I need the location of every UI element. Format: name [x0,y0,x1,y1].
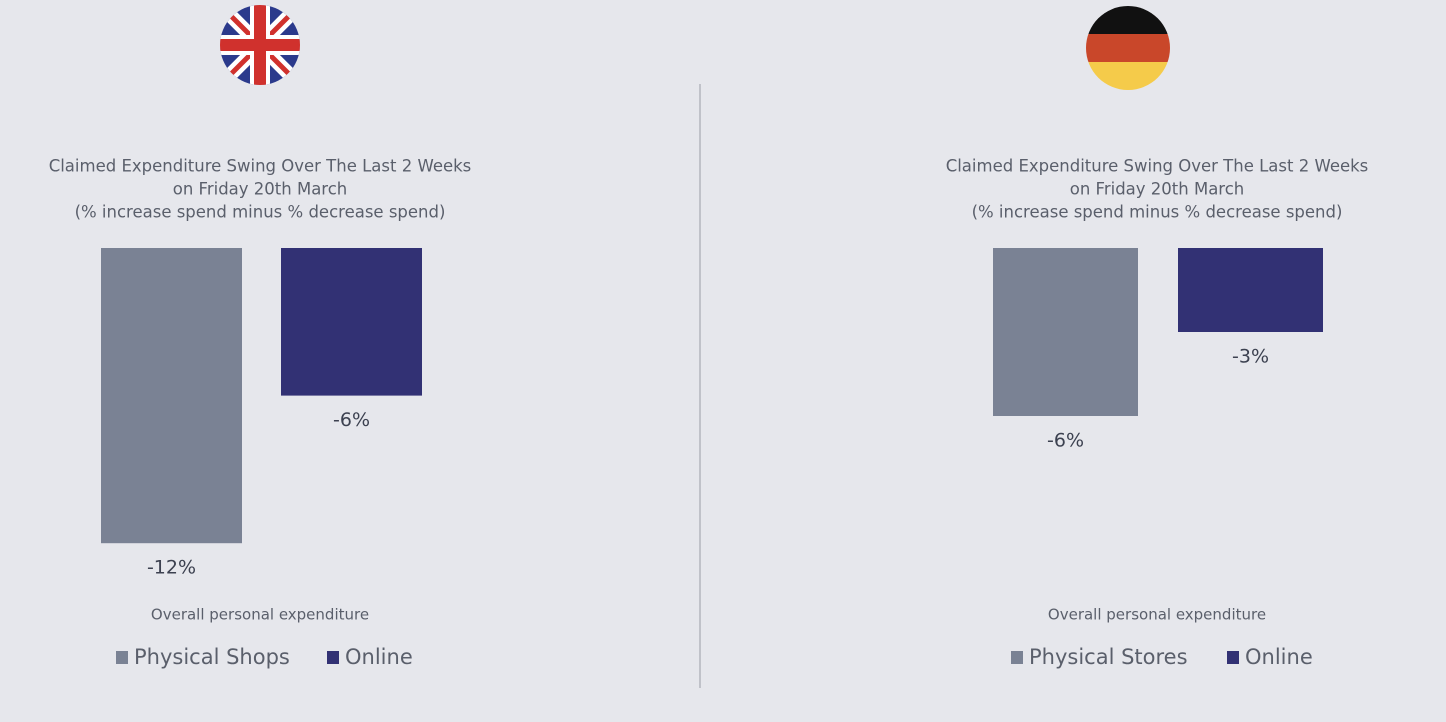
chart-title: on Friday 20th March [173,180,348,199]
chart-title: (% increase spend minus % decrease spend… [972,203,1343,222]
legend-swatch [1011,651,1023,664]
x-label: Overall personal expenditure [151,606,369,624]
value-label: -6% [1047,430,1084,452]
bar [993,248,1138,416]
chart-title: (% increase spend minus % decrease spend… [75,203,446,222]
bar [281,248,422,396]
value-label: -12% [147,557,196,579]
value-label: -6% [333,409,370,431]
uk-flag [220,5,300,85]
chart-title: on Friday 20th March [1070,180,1245,199]
legend-label: Physical Stores [1029,645,1188,669]
legend-label: Online [345,645,413,669]
legend-swatch [327,651,339,664]
bar [1178,248,1323,332]
legend-swatch [116,651,128,664]
bar [101,248,242,544]
legend-label: Physical Shops [134,645,290,669]
legend-swatch [1227,651,1239,664]
legend-label: Online [1245,645,1313,669]
germany-flag [1086,6,1170,90]
chart-title: Claimed Expenditure Swing Over The Last … [946,157,1369,176]
value-label: -3% [1232,346,1269,368]
x-label: Overall personal expenditure [1048,606,1266,624]
chart-title: Claimed Expenditure Swing Over The Last … [49,157,472,176]
